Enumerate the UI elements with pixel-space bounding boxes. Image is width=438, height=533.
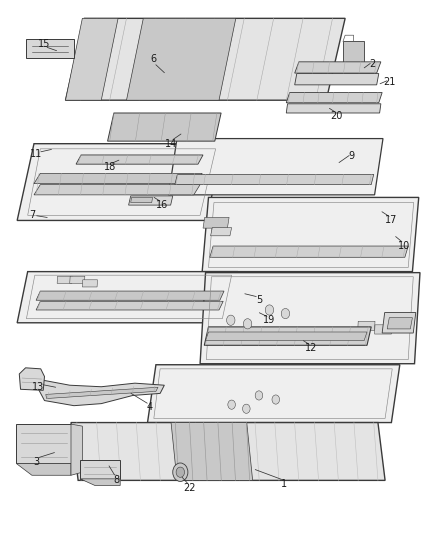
- Circle shape: [272, 395, 279, 404]
- Text: 19: 19: [263, 315, 276, 325]
- Polygon shape: [39, 380, 164, 406]
- Polygon shape: [36, 291, 224, 300]
- Text: 11: 11: [30, 149, 42, 159]
- Text: 15: 15: [38, 39, 51, 49]
- Circle shape: [265, 305, 274, 315]
- Text: 4: 4: [147, 402, 153, 412]
- Polygon shape: [295, 74, 379, 85]
- Polygon shape: [16, 464, 71, 475]
- Polygon shape: [36, 301, 223, 310]
- Circle shape: [173, 463, 188, 481]
- Polygon shape: [19, 368, 45, 390]
- Circle shape: [244, 319, 252, 329]
- Polygon shape: [70, 276, 85, 284]
- Polygon shape: [131, 197, 152, 203]
- Polygon shape: [205, 332, 367, 341]
- Text: 16: 16: [156, 200, 168, 210]
- Polygon shape: [80, 460, 120, 479]
- Polygon shape: [295, 62, 381, 73]
- Polygon shape: [66, 18, 118, 100]
- Polygon shape: [203, 217, 229, 228]
- Circle shape: [228, 400, 235, 409]
- Polygon shape: [57, 276, 72, 284]
- Text: 12: 12: [305, 343, 318, 353]
- Polygon shape: [200, 273, 420, 364]
- Polygon shape: [286, 104, 381, 113]
- Text: 8: 8: [113, 475, 119, 486]
- Polygon shape: [387, 318, 413, 329]
- Polygon shape: [71, 423, 385, 480]
- Polygon shape: [211, 228, 232, 236]
- Polygon shape: [66, 18, 345, 100]
- Circle shape: [243, 404, 250, 414]
- Text: 9: 9: [348, 151, 354, 161]
- Polygon shape: [169, 139, 383, 195]
- Polygon shape: [374, 325, 392, 334]
- Text: 7: 7: [29, 211, 35, 220]
- Polygon shape: [358, 321, 375, 330]
- Polygon shape: [34, 184, 200, 195]
- Polygon shape: [175, 174, 374, 184]
- Polygon shape: [129, 196, 173, 205]
- Text: 17: 17: [385, 215, 398, 225]
- Text: 20: 20: [331, 110, 343, 120]
- Polygon shape: [210, 246, 408, 257]
- Text: 6: 6: [151, 54, 157, 64]
- Polygon shape: [80, 479, 120, 486]
- Polygon shape: [17, 272, 238, 323]
- Circle shape: [176, 467, 184, 478]
- Polygon shape: [34, 173, 202, 183]
- Polygon shape: [71, 424, 82, 475]
- Text: 1: 1: [281, 479, 287, 489]
- Polygon shape: [382, 312, 416, 333]
- Text: 2: 2: [369, 59, 376, 69]
- Polygon shape: [286, 93, 382, 103]
- Text: 13: 13: [32, 382, 44, 392]
- Polygon shape: [46, 387, 158, 399]
- Polygon shape: [16, 424, 71, 464]
- Polygon shape: [202, 197, 419, 272]
- Text: 14: 14: [165, 139, 177, 149]
- Circle shape: [281, 309, 290, 319]
- Polygon shape: [204, 327, 371, 345]
- Polygon shape: [108, 113, 221, 141]
- Polygon shape: [127, 18, 236, 100]
- Text: 18: 18: [103, 161, 116, 172]
- Text: 3: 3: [33, 457, 39, 467]
- Polygon shape: [76, 155, 203, 164]
- Polygon shape: [17, 144, 223, 221]
- Text: 22: 22: [184, 482, 196, 492]
- Circle shape: [226, 315, 235, 325]
- Polygon shape: [148, 365, 400, 423]
- Circle shape: [255, 391, 263, 400]
- Text: 5: 5: [256, 295, 262, 305]
- Polygon shape: [82, 280, 98, 287]
- Polygon shape: [171, 423, 253, 480]
- Text: 21: 21: [383, 77, 396, 87]
- Text: 10: 10: [398, 241, 410, 251]
- Polygon shape: [25, 39, 74, 58]
- Polygon shape: [343, 42, 364, 62]
